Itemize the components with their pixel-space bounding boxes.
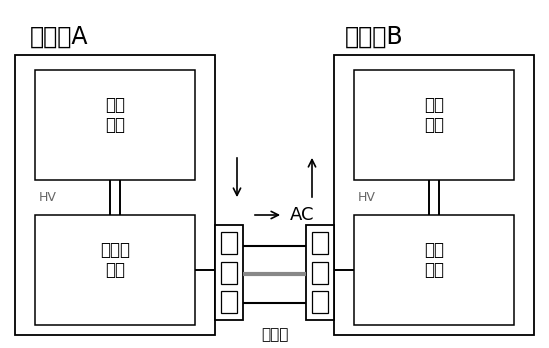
Text: 充电
模块: 充电 模块 xyxy=(424,240,444,279)
Bar xyxy=(354,215,514,325)
Text: 动力
电池: 动力 电池 xyxy=(105,96,125,134)
Bar xyxy=(334,55,534,335)
Text: AC: AC xyxy=(290,206,315,224)
Text: 受电车B: 受电车B xyxy=(345,25,404,49)
Text: 充放电
模块: 充放电 模块 xyxy=(100,240,130,279)
Bar xyxy=(312,291,328,313)
Text: HV: HV xyxy=(358,191,376,204)
Bar xyxy=(15,55,215,335)
Bar xyxy=(221,232,237,254)
Text: 放电车A: 放电车A xyxy=(30,25,88,49)
Bar xyxy=(306,225,334,320)
Bar xyxy=(312,232,328,254)
Text: HV: HV xyxy=(39,191,57,204)
Bar xyxy=(354,70,514,180)
Text: 动力
电池: 动力 电池 xyxy=(424,96,444,134)
Bar xyxy=(221,261,237,284)
Bar xyxy=(215,225,243,320)
Bar xyxy=(35,70,195,180)
Bar xyxy=(35,215,195,325)
Bar xyxy=(221,291,237,313)
Text: 放电枪: 放电枪 xyxy=(261,327,288,342)
Bar xyxy=(312,261,328,284)
